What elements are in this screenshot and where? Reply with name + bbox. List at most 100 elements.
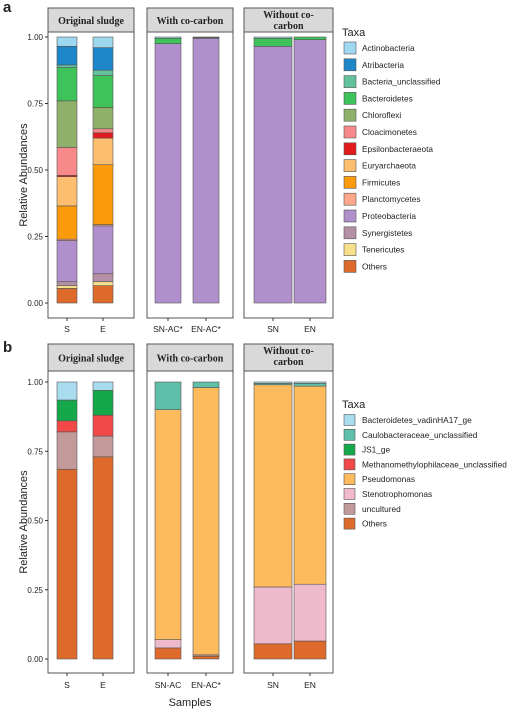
legend-item-cloacimonetes: Cloacimonetes (343, 125, 417, 139)
bar-segment-bacteroidetes-vadinha17-ge (293, 381, 327, 384)
facet-title: Original sludge (58, 16, 124, 27)
y-tick-label: 0.75 (27, 447, 43, 456)
bar-sn-ac: SN-AC (154, 381, 182, 690)
bar-segment-actinobacteria (154, 36, 182, 39)
x-axis-title: Samples (169, 697, 212, 709)
legend-swatch (343, 159, 357, 172)
bar-segment-bacteroidetes (293, 36, 327, 40)
legend-swatch (343, 226, 357, 240)
bar-segment-euryarchaeota (56, 176, 78, 207)
chart-panel-a: a Relative Abundances Original sludge 0.00 0… (3, 0, 441, 334)
facet-title-line: Without co- (263, 346, 314, 357)
bar-segment-proteobacteria (293, 39, 327, 304)
legend-label: Actinobacteria (362, 43, 415, 53)
y-tick-label: 1.00 (27, 378, 43, 387)
panel-letter: b (3, 339, 12, 356)
bar-segment-pseudomonas (293, 385, 327, 585)
facet-strip (47, 343, 135, 372)
legend-swatch (343, 502, 356, 515)
bar-segment-others (154, 647, 182, 660)
x-tick-label: EN (304, 324, 316, 334)
legend-label: JS1_ge (362, 445, 391, 455)
x-tick-label: E (100, 324, 106, 334)
bar-segment-pseudomonas (154, 409, 182, 640)
bar-segment-stenotrophomonas (253, 586, 293, 645)
legend-item-bacteroidetes-vadinha17-ge: Bacteroidetes_vadinHA17_ge (343, 414, 472, 426)
bar-segment-uncultured (56, 431, 78, 470)
legend-swatch (343, 142, 357, 156)
legend-label: Stenotrophomonas (362, 489, 432, 499)
legend-swatch (343, 75, 357, 88)
bar-segment-bacteroidetes (56, 67, 78, 102)
bar-segment-synergistetes (56, 281, 78, 287)
bar-segment-js1-ge (56, 399, 78, 422)
legend-label: Planctomycetes (362, 194, 421, 204)
legend-label: Others (362, 519, 387, 529)
legend-label: Bacteroidetes (362, 93, 413, 103)
bar-segment-caulobacteraceae-unclassified (293, 383, 327, 387)
bar-segment-bacteroidetes-vadinha17-ge (92, 381, 114, 391)
facet-title-line: carbon (274, 21, 304, 32)
facet-title-line: Without co- (263, 10, 314, 21)
bar-segment-pseudomonas (192, 387, 220, 656)
bar-en: EN (293, 381, 327, 690)
bar-segment-others (253, 643, 293, 660)
bar-segment-bacteroidetes (253, 38, 293, 47)
chart-panel-b: b Relative Abundances Original sludge 0.00 0… (3, 339, 507, 709)
legend-label: Tenericutes (362, 245, 404, 255)
legend-label: Others (362, 261, 387, 271)
x-tick-label: SN-AC (155, 680, 181, 690)
bar-segment-euryarchaeota (92, 137, 114, 165)
x-tick-label: S (64, 680, 70, 690)
y-tick-label: 0.00 (27, 299, 43, 308)
bar-s: S (56, 36, 78, 334)
bar-segment-synergistetes (92, 273, 114, 283)
legend-label: uncultured (362, 504, 401, 514)
bar-segment-bacteroidetes-vadinha17-ge (253, 381, 293, 384)
facet-title-line: carbon (274, 357, 304, 368)
legend-swatch (343, 473, 356, 486)
bar-segment-proteobacteria (253, 46, 293, 304)
bar-segment-pseudomonas (253, 384, 293, 588)
legend-title: Taxa (342, 27, 366, 39)
legend-label: Pseudomonas (362, 474, 415, 484)
legend-swatch (343, 517, 356, 530)
bar-segment-others (56, 468, 78, 660)
y-axis-title: Relative Abundances (18, 123, 30, 227)
bar-segment-others (56, 288, 78, 304)
legend-swatch (343, 243, 357, 256)
legend-item-uncultured: uncultured (343, 502, 401, 515)
bar-segment-epsilonbacteraeota (92, 132, 114, 139)
facet-original-sludge: Original sludge 0.00 0.25 0.50 0.75 1.00 (27, 7, 135, 319)
legend-item-others: Others (343, 517, 387, 530)
bar-sn: SN (253, 36, 293, 334)
bar-e: E (92, 36, 114, 334)
bar-segment-cloacimonetes (92, 128, 114, 134)
legend: Taxa Bacteroidetes_vadinHA17_ge Caulobacte… (342, 399, 507, 530)
facet-strip (146, 7, 234, 33)
legend-swatch (343, 192, 357, 206)
bar-segment-bacteria-unclassified (56, 64, 78, 68)
legend-item-methanomethylophilaceae-unclassified: Methanomethylophilaceae_unclassified (343, 458, 507, 471)
facet-title: Original sludge (58, 354, 124, 365)
legend-item-proteobacteria: Proteobacteria (343, 209, 416, 223)
legend-item-epsilonbacteraeota: Epsilonbacteraeota (343, 142, 433, 156)
bar-segment-others (192, 655, 220, 660)
legend-label: Caulobacteraceae_unclassified (362, 430, 478, 440)
legend-label: Cloacimonetes (362, 127, 417, 137)
bar-segment-bacteroidetes (92, 75, 114, 108)
legend-item-chloroflexi: Chloroflexi (343, 108, 401, 122)
facet-title: With co-carbon (157, 354, 224, 365)
legend: Taxa Actinobacteria Atribacteria Bacteria_u… (342, 27, 441, 273)
panel-letter: a (3, 0, 12, 16)
bar-en: EN (293, 36, 327, 334)
x-tick-label: SN (267, 324, 279, 334)
bar-segment-chloroflexi (92, 107, 114, 130)
facet-strip (47, 7, 135, 33)
bar-segment-others (92, 456, 114, 660)
bar-segment-others (92, 285, 114, 304)
bar-segment-others (293, 640, 327, 660)
legend-swatch (343, 458, 356, 471)
legend-label: Bacteroidetes_vadinHA17_ge (362, 415, 472, 425)
